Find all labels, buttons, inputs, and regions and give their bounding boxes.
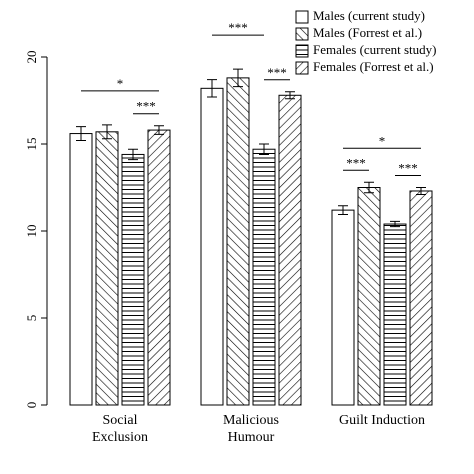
error-bar xyxy=(154,125,164,135)
legend-swatch xyxy=(295,61,309,75)
x-tick-label: Social Exclusion xyxy=(92,413,148,445)
error-bar xyxy=(390,220,400,228)
significance-label: *** xyxy=(136,99,156,114)
error-bar xyxy=(338,205,348,215)
x-tick-label: Malicious Humour xyxy=(223,413,279,445)
significance-label: *** xyxy=(267,65,287,80)
error-bar xyxy=(364,181,374,194)
bar xyxy=(357,187,381,406)
error-bar xyxy=(207,79,217,98)
y-tick-label: 20 xyxy=(24,51,39,64)
legend-label: Females (Forrest et al.) xyxy=(313,59,434,74)
bar xyxy=(278,94,302,406)
error-bar xyxy=(416,187,426,195)
bar xyxy=(200,87,224,406)
bar xyxy=(383,223,407,406)
bar xyxy=(95,131,119,406)
significance-label: * xyxy=(117,76,124,91)
x-tick-label: Guilt Induction xyxy=(339,413,425,428)
significance-label: *** xyxy=(398,160,418,175)
error-bar xyxy=(102,124,112,140)
bar xyxy=(331,209,355,406)
bar xyxy=(226,77,250,406)
legend-swatch xyxy=(295,44,309,58)
error-bar xyxy=(285,91,295,100)
bar xyxy=(121,153,145,406)
error-bar xyxy=(233,68,243,88)
bar xyxy=(147,129,171,406)
error-bar xyxy=(259,143,269,155)
y-tick-label: 5 xyxy=(24,315,39,322)
error-bar xyxy=(128,148,138,161)
error-bar xyxy=(76,126,86,142)
bar xyxy=(409,190,433,406)
legend-swatch xyxy=(295,27,309,41)
legend-label: Females (current study) xyxy=(313,42,436,57)
legend-swatch xyxy=(295,10,309,24)
bar xyxy=(252,148,276,406)
y-tick-label: 0 xyxy=(24,402,39,409)
y-tick-label: 10 xyxy=(24,225,39,238)
significance-label: * xyxy=(379,133,386,148)
bar xyxy=(69,133,93,406)
legend-label: Males (Forrest et al.) xyxy=(313,25,422,40)
y-tick-label: 15 xyxy=(24,138,39,151)
significance-label: *** xyxy=(228,20,248,35)
significance-label: *** xyxy=(346,155,366,170)
legend-label: Males (current study) xyxy=(313,8,425,23)
